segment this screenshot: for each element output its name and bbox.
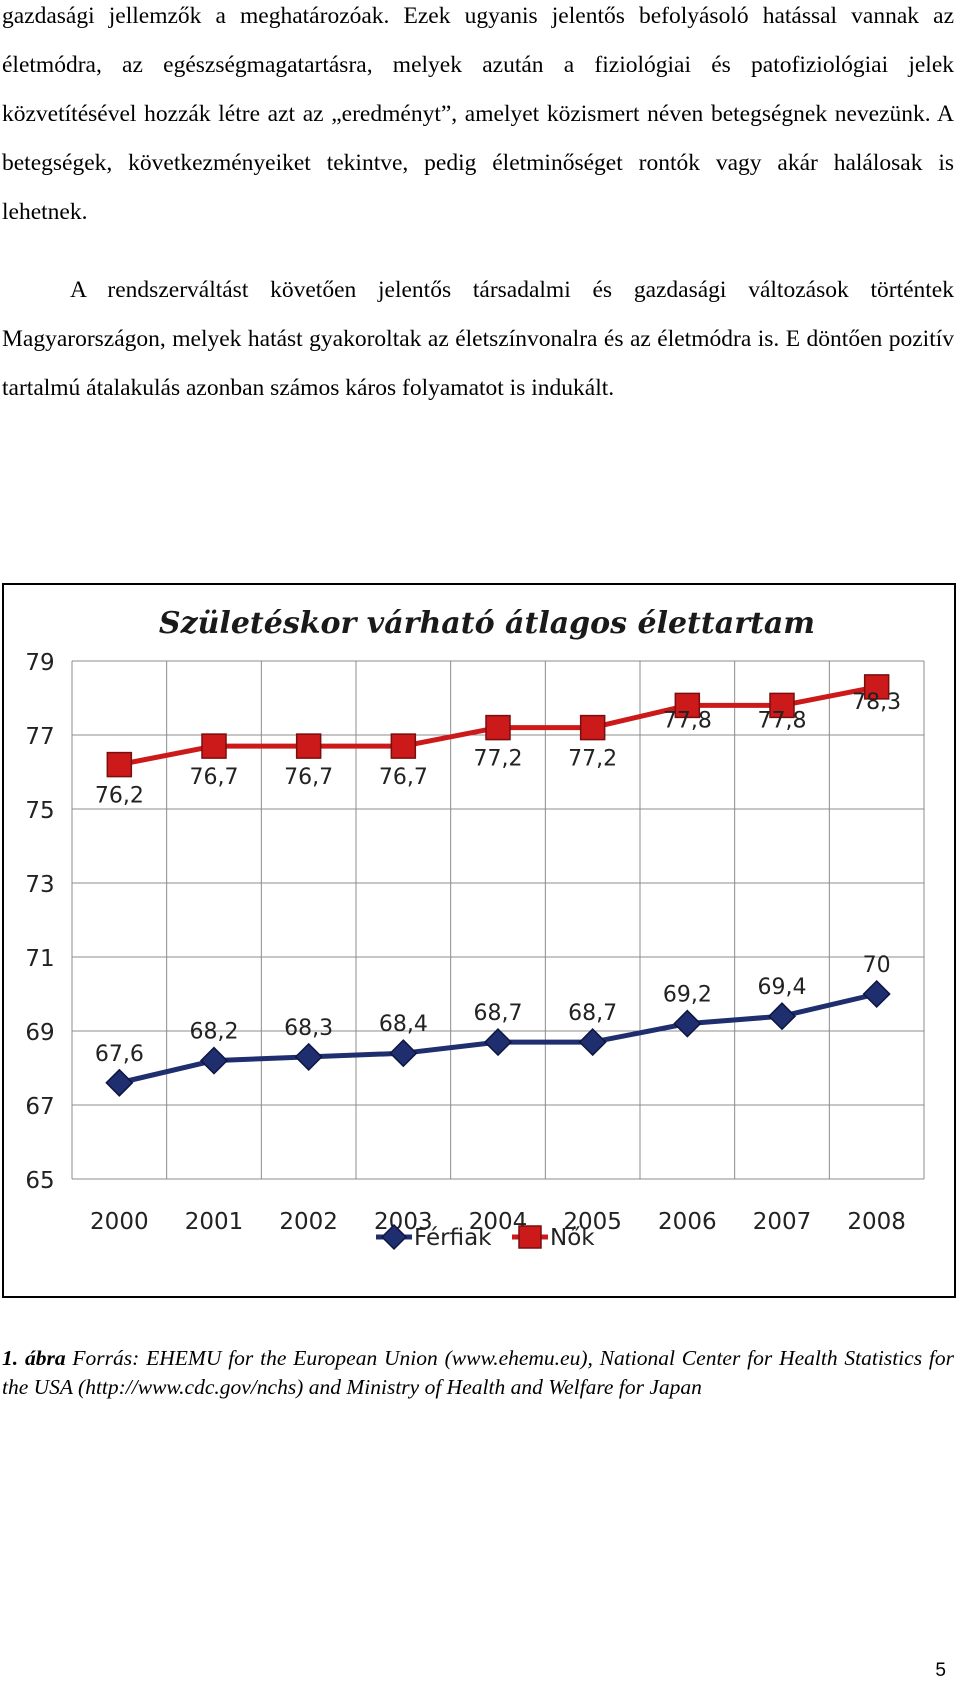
data-label: 70 bbox=[863, 953, 891, 978]
marker-point bbox=[579, 714, 606, 741]
y-tick-label: 69 bbox=[25, 1020, 54, 1046]
marker-point bbox=[674, 692, 701, 719]
data-label: 78,3 bbox=[852, 690, 901, 715]
chart-title: Születéskor várható átlagos élettartam bbox=[159, 606, 815, 641]
legend-marker-women bbox=[518, 1225, 542, 1249]
marker-point bbox=[862, 979, 891, 1009]
x-tick-label: 2003 bbox=[374, 1209, 433, 1235]
data-label: 68,3 bbox=[284, 1016, 333, 1041]
data-label: 76,7 bbox=[379, 765, 428, 790]
data-label: 76,7 bbox=[284, 765, 333, 790]
marker-point bbox=[389, 1039, 418, 1068]
data-label: 76,2 bbox=[95, 784, 144, 809]
y-tick-label: 73 bbox=[25, 872, 54, 898]
marker-point bbox=[485, 714, 511, 741]
data-label: 76,7 bbox=[190, 765, 239, 790]
marker-point bbox=[201, 733, 227, 759]
data-label: 68,7 bbox=[568, 1001, 617, 1026]
y-tick-label: 67 bbox=[25, 1094, 54, 1120]
body-paragraph-1: gazdasági jellemzők a meghatározóak. Eze… bbox=[2, 3, 954, 225]
marker-point bbox=[673, 1009, 702, 1038]
x-tick-label: 2000 bbox=[90, 1209, 149, 1235]
legend-marker-men bbox=[380, 1223, 408, 1251]
y-tick-label: 77 bbox=[25, 724, 54, 750]
data-label: 77,8 bbox=[758, 708, 807, 733]
x-tick-label: 2005 bbox=[563, 1209, 622, 1235]
marker-point bbox=[863, 674, 890, 700]
marker-point bbox=[106, 751, 133, 778]
marker-point bbox=[578, 1028, 607, 1057]
y-tick-label: 75 bbox=[25, 798, 54, 824]
caption-text: Forrás: EHEMU for the European Union (ww… bbox=[2, 1346, 954, 1399]
y-tick-label: 79 bbox=[25, 650, 54, 676]
x-tick-label: 2007 bbox=[753, 1209, 812, 1235]
marker-point bbox=[105, 1068, 134, 1097]
data-label: 67,6 bbox=[95, 1042, 144, 1067]
data-label: 68,2 bbox=[190, 1020, 239, 1045]
data-label: 68,4 bbox=[379, 1012, 428, 1037]
x-tick-label: 2001 bbox=[185, 1209, 244, 1235]
data-label: 77,8 bbox=[663, 708, 712, 733]
x-tick-label: 2004 bbox=[469, 1209, 528, 1235]
life-expectancy-chart: Születéskor várható átlagos élettartam 7… bbox=[2, 583, 956, 1298]
figure-caption: 1. ábra Forrás: EHEMU for the European U… bbox=[2, 1344, 954, 1402]
marker-point bbox=[390, 733, 417, 759]
page-number: 5 bbox=[935, 1660, 946, 1681]
marker-point bbox=[767, 1002, 797, 1031]
y-tick-label: 65 bbox=[25, 1168, 54, 1194]
legend-label-men: Férfiak bbox=[414, 1225, 492, 1251]
figure-number: 1. ábra bbox=[2, 1346, 66, 1370]
data-label: 77,2 bbox=[474, 747, 523, 772]
x-tick-label: 2002 bbox=[279, 1209, 338, 1235]
x-tick-label: 2008 bbox=[847, 1209, 906, 1235]
marker-point bbox=[295, 733, 322, 759]
marker-point bbox=[769, 692, 795, 719]
marker-point bbox=[294, 1042, 323, 1071]
marker-point bbox=[199, 1046, 229, 1075]
body-paragraph-2: A rendszerváltást követően jelentős társ… bbox=[2, 277, 954, 401]
marker-point bbox=[483, 1028, 513, 1057]
y-tick-label: 71 bbox=[25, 946, 54, 972]
x-tick-label: 2006 bbox=[658, 1209, 717, 1235]
chart-svg: Születéskor várható átlagos élettartam 7… bbox=[25, 606, 925, 1251]
data-label: 69,2 bbox=[663, 983, 712, 1008]
legend-label-women: Nők bbox=[550, 1225, 595, 1251]
data-label: 68,7 bbox=[474, 1001, 523, 1026]
data-label: 77,2 bbox=[568, 747, 617, 772]
data-label: 69,4 bbox=[758, 975, 807, 1000]
